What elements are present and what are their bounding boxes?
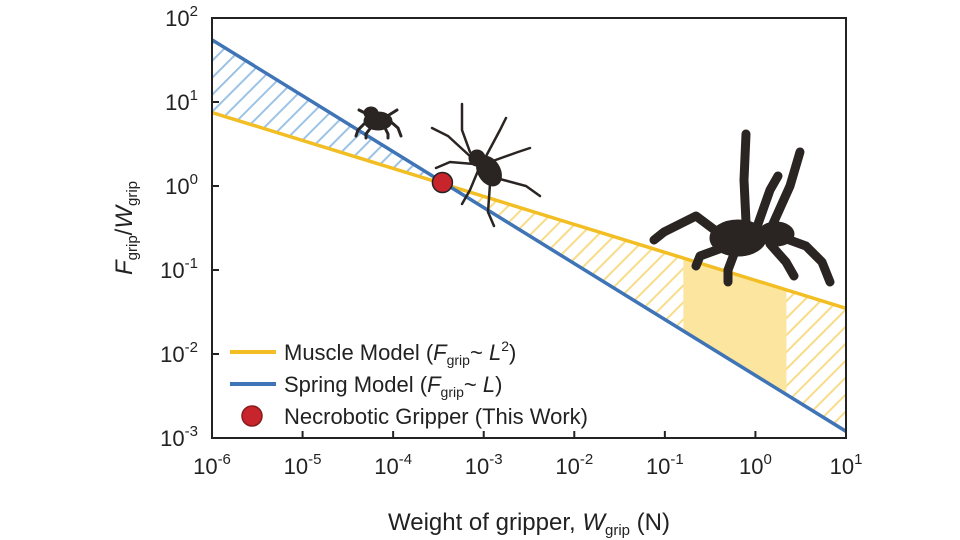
legend-gripper-marker [241,405,263,427]
necrobotic-gripper-point [431,171,454,194]
spider-small-icon [354,106,403,140]
plot-area [212,38,846,433]
y-tick-label: 100 [165,171,198,199]
y-tick-label: 102 [165,3,198,31]
muscle-model-line [212,110,846,310]
spring-model-line [212,38,846,433]
x-tick-label: 10-1 [646,451,684,479]
x-tick-label: 10-4 [374,451,412,479]
x-tick-label: 100 [739,451,772,479]
y-tick-label: 10-1 [160,255,198,283]
x-tick-label: 10-5 [284,451,322,479]
spider-medium-icon [430,102,542,228]
tarantula-icon [649,129,835,287]
x-tick-label: 10-6 [193,451,231,479]
x-tick-label: 10-2 [555,451,593,479]
y-tick-label: 10-2 [160,339,198,367]
legend-spring-label: Spring Model (Fgrip~ L) [284,372,502,400]
x-tick-label: 10-3 [465,451,503,479]
x-tick-label: 101 [830,451,863,479]
axis-ticks: 10-6 10-5 10-4 10-3 10-2 10-1 100 101 10-3 10-2 10… [160,3,862,479]
x-axis-label: Weight of gripper, Wgrip (N) [388,509,670,539]
y-axis-label: Fgrip/Wgrip [111,181,141,275]
legend-muscle-label: Muscle Model (Fgrip~ L2) [284,338,516,368]
plot-frame [211,17,847,439]
legend: Muscle Model (Fgrip~ L2) Spring Model (F… [230,338,588,429]
y-tick-label: 10-3 [160,423,198,451]
legend-gripper-label: Necrobotic Gripper (This Work) [284,404,588,429]
y-tick-label: 101 [165,87,198,115]
highlighted-weight-band [683,258,787,395]
